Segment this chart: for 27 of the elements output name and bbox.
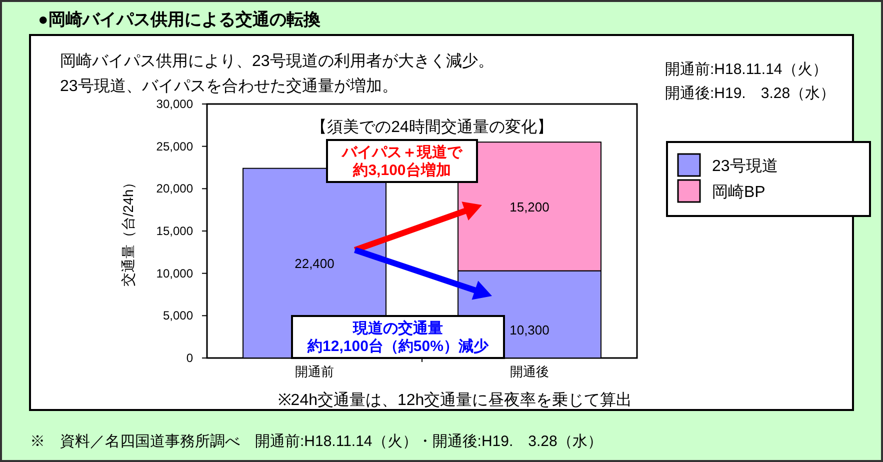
text: ※24h交通量は、12h交通量に昼夜率を乗じて算出 — [278, 391, 632, 409]
y-tick-label: 5,000 — [162, 308, 194, 323]
text: 岡崎バイパス供用により、23号現道の利用者が大きく減少。 — [60, 52, 494, 70]
text: ※ 資料／名四国道事務所調べ 開通前:H18.11.14（火）・開通後:H19. 3.28（水） — [30, 433, 602, 450]
text: 23号現道、バイパスを合わせた交通量が増加。 — [60, 77, 398, 95]
text: 開通前:H18.11.14（火） — [665, 61, 828, 78]
annotation: 約12,100台（約50%）減少 — [306, 338, 490, 355]
y-tick-label: 20,000 — [156, 182, 194, 196]
text: 15,200 — [510, 199, 550, 214]
text: 22,400 — [294, 256, 334, 272]
y-tick-label: 10,000 — [156, 266, 194, 280]
text: 【須美での24時間交通量の変化】 — [311, 118, 553, 136]
text: 開通後:H19. 3.28（水） — [665, 85, 836, 102]
x-tick-label: 開通後 — [510, 364, 549, 379]
legend-label: 23号現道 — [712, 158, 778, 175]
y-tick-label: 25,000 — [156, 139, 194, 154]
y-tick-label: 15,000 — [156, 224, 194, 238]
annotation: 約3,100台増加 — [352, 161, 451, 179]
legend-label: 岡崎BP — [712, 183, 766, 201]
text: 10,300 — [510, 322, 550, 338]
annotation: バイパス＋現道で — [341, 144, 463, 161]
y-tick-label: 0 — [186, 351, 194, 365]
chart-title: ●岡崎バイパス供用による交通の転換 — [38, 10, 322, 29]
x-tick-label: 開通前 — [295, 364, 334, 379]
y-axis-title: 交通量（台/24h） — [120, 175, 136, 287]
annotation: 現道の交通量 — [352, 319, 443, 337]
y-tick-label: 30,000 — [156, 97, 194, 111]
